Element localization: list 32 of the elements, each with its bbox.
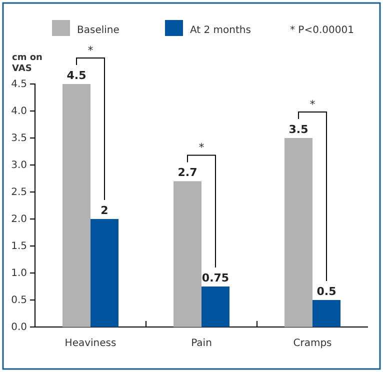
data-label: 2 bbox=[100, 204, 108, 217]
x-tick-label: Pain bbox=[191, 338, 212, 350]
y-tick-label: 2.5 bbox=[11, 187, 27, 198]
data-label: 2.7 bbox=[178, 166, 198, 180]
text: * bbox=[88, 44, 94, 57]
data-label: 0.5 bbox=[316, 285, 336, 298]
y-tick-label: 3.5 bbox=[11, 133, 27, 144]
data-label: 0.75 bbox=[202, 272, 230, 284]
bar bbox=[62, 84, 90, 327]
y-tick-label: 0.0 bbox=[11, 322, 27, 334]
bar bbox=[312, 300, 340, 327]
y-tick-label: 4.0 bbox=[11, 106, 27, 118]
y-axis-title: cm on VAS bbox=[12, 53, 42, 74]
bar bbox=[174, 181, 202, 327]
y-tick-label: 3.0 bbox=[11, 160, 27, 172]
legend-label: At 2 months bbox=[190, 25, 251, 36]
bar bbox=[284, 138, 312, 327]
y-tick-label: 0.5 bbox=[11, 295, 27, 306]
annotation: * bbox=[310, 98, 316, 111]
text: * P<0.00001 bbox=[290, 25, 354, 36]
legend-label: Baseline bbox=[77, 25, 120, 36]
x-tick-label: Cramps bbox=[293, 338, 332, 350]
x-tick-label: Heaviness bbox=[64, 338, 116, 350]
y-tick-label: 1.0 bbox=[11, 268, 27, 280]
data-label: 3.5 bbox=[288, 123, 308, 136]
data-label: 4.5 bbox=[66, 69, 86, 82]
annotation: * bbox=[198, 141, 205, 154]
bar bbox=[202, 286, 230, 327]
y-tick-label: 1.5 bbox=[11, 241, 27, 252]
y-tick-label: 2.0 bbox=[11, 214, 27, 226]
bar bbox=[90, 219, 118, 327]
y-tick-label: 4.5 bbox=[11, 79, 27, 90]
